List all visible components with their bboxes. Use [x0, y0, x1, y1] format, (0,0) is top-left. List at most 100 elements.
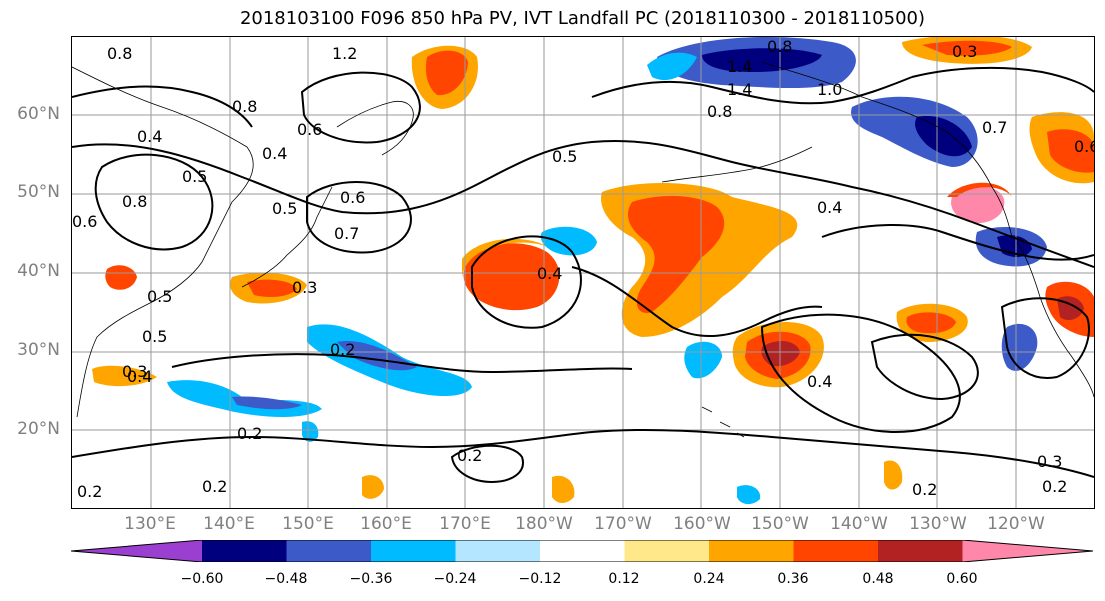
- contour-label: 0.5: [272, 199, 297, 218]
- lat-label-20n: 20°N: [17, 419, 60, 439]
- contour-eastern-loop: [1000, 297, 1090, 379]
- shade-blue-south-2: [302, 421, 319, 442]
- colorbar-segment-024-036: [709, 540, 794, 562]
- contour-label: 0.2: [330, 340, 355, 359]
- contour-label: 0.5: [147, 287, 172, 306]
- contour-west-loop: [94, 153, 214, 251]
- lon-label-170e: 170°E: [439, 514, 491, 534]
- shade-blue-south-1: [737, 485, 761, 505]
- shade-orange-south-3: [884, 460, 903, 490]
- contour-label: 0.5: [182, 167, 207, 186]
- colorbar-tick: 0.48: [862, 571, 894, 587]
- lon-label-120w: 120°W: [987, 514, 1045, 534]
- contour-label: 0.6: [1074, 137, 1094, 156]
- lat-label-60n: 60°N: [17, 104, 60, 124]
- pv-contours: [72, 66, 1094, 484]
- contour-sinuous-main: [72, 140, 1094, 268]
- shade-red-pacific-nw-rim: [947, 182, 1012, 197]
- contour-label: 0.4: [262, 144, 287, 163]
- colorbar-segment-024-012: [455, 540, 540, 562]
- contour-label: 0.3: [952, 42, 977, 61]
- contour-northwest-arc: [72, 85, 253, 128]
- shade-orange-south-1: [362, 475, 384, 499]
- shade-darkred-mid-south: [761, 340, 800, 367]
- lon-label-150w: 150°W: [751, 514, 809, 534]
- lon-label-160w: 160°W: [673, 514, 731, 534]
- shade-pink-pacific-nw: [951, 185, 1005, 224]
- pv-shading: [92, 37, 1094, 505]
- shade-orange-south-2: [552, 475, 575, 503]
- contour-label: 0.6: [297, 120, 322, 139]
- shade-lightblue-central: [540, 226, 597, 256]
- shade-navy-north-pacific: [702, 48, 822, 73]
- lat-label-50n: 50°N: [17, 182, 60, 202]
- shade-red-japan: [247, 279, 297, 297]
- lon-label-140w: 140°W: [830, 514, 888, 534]
- map-title: 2018103100 F096 850 hPa PV, IVT Landfall…: [239, 8, 926, 29]
- lat-label-40n: 40°N: [17, 261, 60, 281]
- coastlines: [72, 61, 1094, 438]
- contour-label: 0.6: [72, 212, 97, 231]
- lon-label-170w: 170°W: [594, 514, 652, 534]
- contour-label: 0.2: [237, 424, 262, 443]
- shade-red-east-30n: [906, 312, 956, 334]
- colorbar-tick: 0.36: [777, 571, 809, 587]
- coast-asia-mainland: [72, 66, 254, 418]
- contour-central-ridge: [571, 266, 823, 338]
- shade-red-kamchatka: [425, 50, 468, 96]
- contour-southeast-loop: [760, 313, 961, 433]
- contour-southern-wave: [72, 428, 1094, 478]
- colorbar-tick: 0.12: [608, 571, 640, 587]
- contour-label: 0.4: [137, 127, 162, 146]
- contour-kamchatka-loop: [300, 71, 421, 144]
- contour-label: 0.3: [292, 278, 317, 297]
- contour-east-loop: [870, 333, 979, 401]
- shade-red-far-right: [1047, 129, 1094, 173]
- contour-label: 0.8: [122, 192, 147, 211]
- contour-label: 0.4: [127, 367, 152, 386]
- contour-mid-arc: [591, 76, 913, 105]
- contour-label: 1.4: [727, 80, 752, 99]
- contour-label: 0.2: [912, 480, 937, 499]
- contour-label: 1.4: [727, 57, 752, 76]
- coast-aleutians: [661, 146, 813, 183]
- lon-label-140e: 140°E: [203, 514, 255, 534]
- colorbar-segment-060-048: [202, 540, 287, 562]
- contour-subtropical: [171, 353, 633, 374]
- lon-label-130e: 130°E: [124, 514, 176, 534]
- colorbar-segment-above-060: [962, 540, 1093, 562]
- lat-label-30n: 30°N: [17, 340, 60, 360]
- contour-label: 0.3: [1037, 452, 1062, 471]
- shade-red-central: [627, 195, 725, 313]
- coast-kamchatka: [336, 100, 414, 156]
- contour-label: 0.2: [1042, 477, 1067, 496]
- lon-label-180w: 180°W: [515, 514, 573, 534]
- contour-label: 0.8: [767, 37, 792, 56]
- shade-blue-lower-right: [1001, 323, 1038, 371]
- contour-central-loop: [471, 235, 582, 329]
- colorbar-tick: 0.24: [693, 571, 725, 587]
- contour-label: 0.2: [457, 446, 482, 465]
- contour-labels: 0.8 1.2 1.4 0.8 0.8 1.4 1.0 0.8 0.4 0.6 …: [72, 37, 1094, 501]
- colorbar-tick: −0.36: [349, 571, 393, 587]
- colorbar-tick: 0.60: [946, 571, 978, 587]
- coast-japan: [241, 186, 333, 288]
- contour-label: 0.8: [232, 97, 257, 116]
- contour-label: 1.2: [332, 44, 357, 63]
- colorbar-segment-036-024: [371, 540, 456, 562]
- contour-label: 0.4: [817, 198, 842, 217]
- colorbar-tick: −0.12: [518, 571, 562, 587]
- contour-label: 0.5: [142, 327, 167, 346]
- colorbar-segment-neutral: [540, 540, 625, 562]
- lon-label-150e: 150°E: [282, 514, 334, 534]
- colorbar-segment-012-024: [624, 540, 709, 562]
- map-canvas: 0.8 1.2 1.4 0.8 0.8 1.4 1.0 0.8 0.4 0.6 …: [72, 37, 1094, 508]
- contour-label: 0.2: [77, 482, 102, 501]
- coast-alaska: [761, 61, 1013, 238]
- colorbar-segment-below-060: [71, 540, 202, 562]
- lon-label-130w: 130°W: [909, 514, 967, 534]
- contour-label: 0.7: [982, 118, 1007, 137]
- colorbar-segment-048-060: [878, 540, 963, 562]
- colorbar-segment-036-048: [793, 540, 878, 562]
- contour-east-ridge: [821, 224, 1094, 261]
